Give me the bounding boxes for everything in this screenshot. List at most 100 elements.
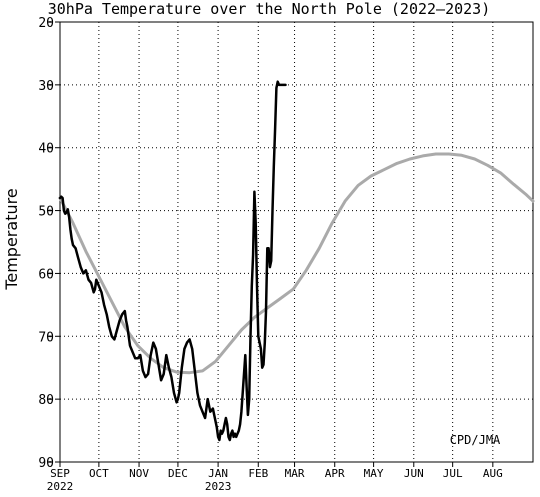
data-point [284, 84, 287, 86]
data-point [69, 228, 72, 231]
data-point [157, 363, 160, 366]
data-point [249, 335, 252, 338]
data-point [252, 253, 254, 256]
data-point [155, 348, 157, 350]
data-point [234, 432, 236, 435]
data-point [279, 84, 282, 86]
data-point [344, 200, 346, 202]
data-point [162, 373, 165, 375]
data-point [68, 216, 70, 218]
data-point [486, 164, 489, 167]
data-point [331, 222, 333, 224]
data-point [270, 260, 273, 262]
x-year-label: 2023 [205, 480, 232, 493]
data-point [152, 341, 155, 344]
data-point [196, 392, 199, 394]
data-point [448, 153, 450, 155]
data-point [221, 432, 223, 435]
data-point [230, 432, 232, 435]
data-point [74, 247, 77, 250]
data-point [422, 155, 424, 157]
y-axis-title: Temperature [2, 188, 21, 290]
data-point [121, 313, 123, 316]
data-point [264, 341, 266, 344]
data-point [435, 153, 437, 155]
y-tick-label: 20 [38, 16, 54, 31]
data-point [241, 392, 244, 394]
x-tick-label: FEB [248, 467, 268, 480]
data-point [134, 357, 136, 360]
data-point [178, 392, 180, 394]
data-point [127, 335, 130, 338]
data-point [126, 326, 129, 328]
data-point [305, 269, 308, 272]
x-year-label: 2022 [47, 480, 74, 493]
data-point [139, 354, 142, 356]
data-point [125, 319, 127, 322]
data-point [137, 344, 139, 347]
data-point [460, 154, 463, 157]
data-point [229, 439, 231, 441]
data-point [396, 162, 398, 165]
data-point [245, 385, 248, 388]
data-point [85, 250, 87, 253]
x-tick-label: MAY [364, 467, 384, 480]
x-tick-label: NOV [129, 467, 149, 480]
data-point [261, 366, 264, 369]
data-point [177, 398, 179, 400]
data-point [94, 288, 96, 290]
data-point [168, 366, 170, 369]
data-point [72, 222, 74, 224]
data-point [499, 172, 502, 174]
data-point [173, 392, 175, 394]
data-point [251, 285, 253, 287]
data-point [280, 84, 283, 86]
data-point [175, 401, 178, 404]
data-point [227, 344, 230, 347]
x-tick-label: JUN [404, 467, 424, 480]
data-point [144, 376, 147, 378]
data-point [278, 84, 280, 86]
data-point [248, 398, 250, 400]
data-point [113, 338, 116, 341]
data-point [473, 158, 476, 160]
data-point [179, 379, 182, 382]
data-point [525, 194, 528, 196]
data-point [98, 285, 100, 287]
data-point [226, 423, 228, 426]
data-point [124, 310, 126, 312]
data-point [231, 429, 234, 432]
data-point [262, 363, 265, 366]
data-point [98, 275, 100, 278]
data-point [292, 288, 295, 290]
data-point [72, 244, 74, 246]
data-point [95, 278, 98, 281]
data-point [90, 282, 92, 284]
y-tick-label: 30 [38, 79, 54, 94]
data-point [383, 168, 385, 171]
data-point [275, 87, 278, 89]
data-point [276, 80, 279, 83]
series-group [58, 80, 535, 442]
data-point [214, 360, 217, 363]
data-point [85, 269, 87, 272]
data-point [142, 370, 144, 372]
data-point [147, 373, 149, 375]
data-point [218, 439, 221, 441]
data-point [137, 357, 139, 360]
data-point [111, 335, 113, 338]
data-point [108, 326, 110, 328]
data-point [65, 211, 68, 214]
data-point [201, 410, 204, 413]
data-point [194, 370, 196, 372]
data-point [124, 326, 126, 328]
data-point [63, 209, 65, 212]
x-tick-label: OCT [89, 467, 109, 480]
data-point [532, 200, 534, 202]
data-point [118, 319, 121, 322]
data-point [191, 348, 193, 350]
data-point [186, 341, 188, 344]
data-point [67, 208, 69, 211]
data-point [271, 209, 274, 212]
